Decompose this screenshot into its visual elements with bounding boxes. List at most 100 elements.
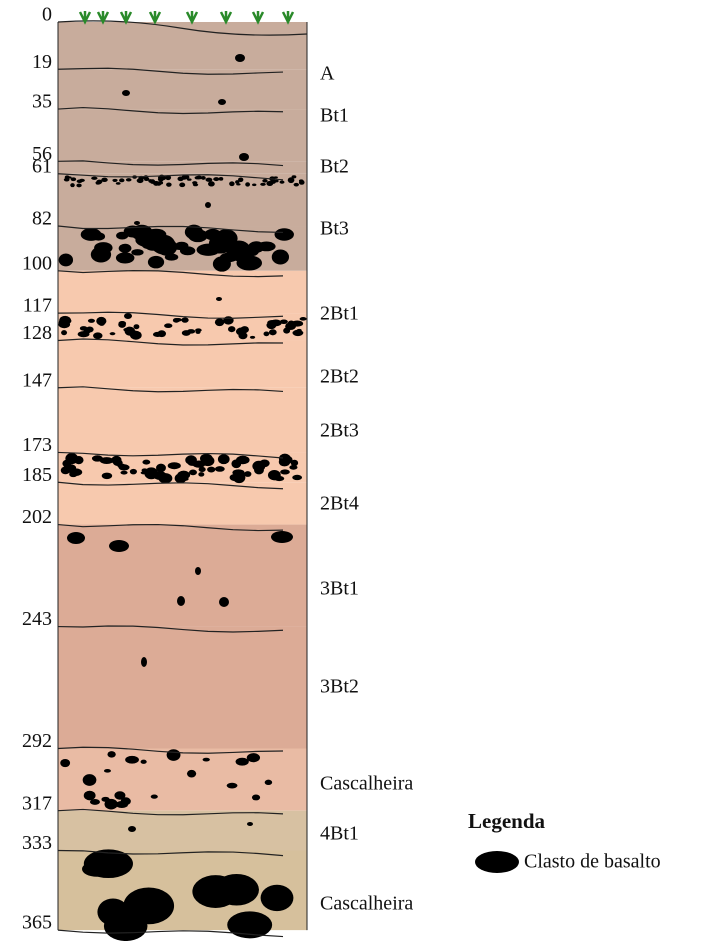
clast: [144, 467, 159, 480]
clast: [70, 183, 75, 188]
depth-label: 333: [22, 832, 52, 854]
clast: [239, 458, 248, 463]
horizon-fill: [58, 810, 307, 851]
clast: [97, 898, 129, 926]
boundary: [57, 808, 284, 816]
boundary: [57, 270, 284, 278]
boundary: [57, 929, 284, 938]
clast: [268, 329, 277, 336]
clast: [227, 911, 273, 939]
clast: [200, 176, 206, 180]
boundary: [57, 481, 284, 490]
clast: [267, 319, 277, 326]
clast: [187, 460, 198, 466]
clast: [274, 228, 294, 241]
clasts: [58, 54, 307, 941]
clast: [218, 177, 224, 181]
grass: [281, 11, 295, 25]
clast: [140, 759, 147, 764]
clast: [260, 182, 266, 186]
clast: [291, 320, 304, 327]
clast: [123, 327, 132, 332]
clast: [101, 472, 113, 480]
clast: [153, 181, 160, 186]
clast: [287, 323, 294, 328]
boundary: [57, 338, 284, 346]
depth-label: 61: [32, 155, 52, 177]
clast: [58, 318, 69, 327]
boundary: [57, 106, 284, 115]
boundary: [57, 746, 284, 754]
clast: [263, 331, 270, 337]
clast: [219, 252, 238, 263]
clast: [273, 176, 278, 179]
grass: [185, 11, 199, 25]
clast: [114, 791, 126, 800]
clast: [290, 459, 299, 467]
horizon-label: 2Bt2: [320, 366, 359, 388]
boundary: [57, 523, 284, 532]
clast: [87, 318, 95, 323]
clast: [259, 459, 270, 468]
clast: [125, 178, 132, 182]
clast: [141, 657, 147, 667]
clast: [158, 473, 173, 484]
clast: [157, 330, 167, 338]
clast: [93, 332, 103, 340]
boundary: [57, 225, 284, 234]
clast: [128, 826, 136, 832]
clast: [151, 234, 176, 255]
boundary: [57, 625, 284, 633]
clast: [131, 249, 144, 256]
clast: [244, 245, 260, 257]
clast: [119, 178, 125, 183]
clast: [166, 182, 172, 187]
depth-label: 35: [32, 91, 52, 113]
clast: [279, 319, 288, 325]
clast: [238, 177, 244, 183]
clast: [218, 99, 226, 105]
clast: [83, 849, 133, 879]
clast: [229, 181, 235, 187]
clast: [271, 531, 293, 543]
clast: [164, 253, 179, 261]
clast: [115, 182, 121, 185]
clast: [142, 459, 151, 465]
clast: [251, 794, 261, 801]
horizon-fill: [58, 748, 307, 811]
depth-label: 19: [32, 51, 52, 73]
clast: [136, 178, 144, 184]
grass: [251, 11, 265, 25]
boundary: [57, 173, 284, 181]
depth-label: 185: [22, 464, 52, 486]
clast: [181, 317, 189, 323]
clast: [174, 317, 182, 322]
clast: [280, 469, 290, 475]
horizon-fill: [58, 161, 307, 174]
clast: [292, 329, 304, 337]
clast: [214, 318, 225, 327]
clast: [231, 459, 242, 469]
clast: [292, 474, 303, 481]
clast: [124, 313, 132, 319]
clast: [91, 232, 106, 241]
clast: [235, 180, 240, 184]
clast: [205, 202, 211, 208]
clast: [192, 183, 199, 187]
clast: [293, 182, 299, 187]
clast: [217, 454, 230, 465]
clast: [122, 90, 130, 96]
clast: [179, 182, 186, 188]
grass: [78, 11, 92, 25]
clast: [271, 249, 290, 265]
clast: [134, 221, 140, 225]
clast: [177, 176, 184, 182]
clast: [166, 749, 181, 761]
depth-label: 292: [22, 730, 52, 752]
clast: [130, 224, 153, 241]
clast: [245, 182, 251, 187]
horizon-fill: [58, 626, 307, 749]
grass: [119, 11, 133, 25]
horizon-fill: [58, 109, 307, 162]
